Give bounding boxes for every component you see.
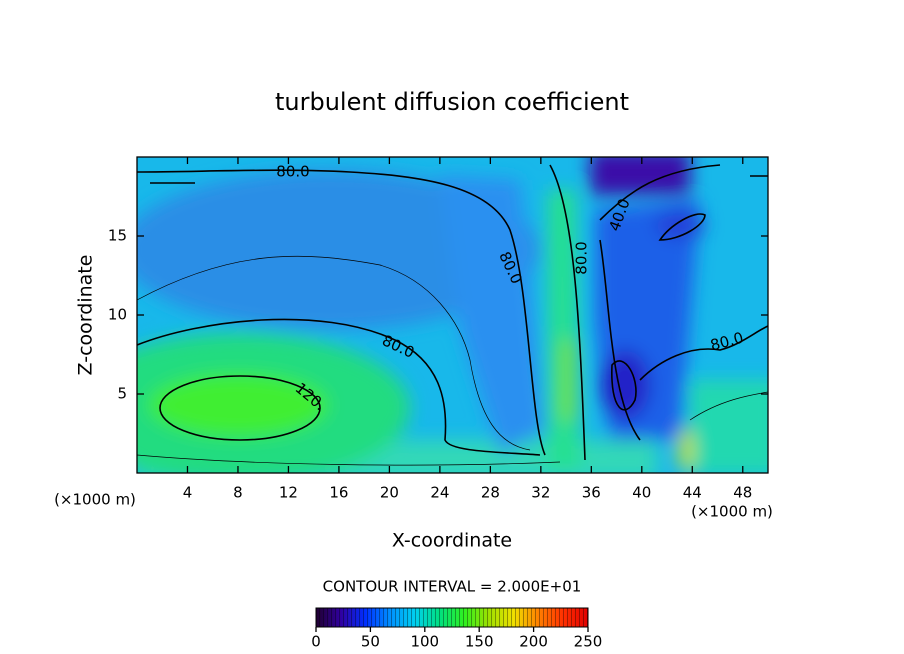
x-tick-label: 40: [632, 484, 651, 502]
colorbar-tick-label: 50: [361, 633, 380, 651]
x-tick-label: 36: [582, 484, 601, 502]
x-tick-label: 48: [733, 484, 752, 502]
y-tick-label: 5: [117, 385, 127, 403]
x-tick-label: 8: [233, 484, 243, 502]
x-tick-label: 32: [531, 484, 550, 502]
x-tick-label: 4: [183, 484, 193, 502]
colorbar-tick-label: 0: [311, 633, 321, 651]
contour-label: 80.0: [573, 241, 591, 274]
x-tick-label: 44: [683, 484, 702, 502]
x-unit-label: (×1000 m): [54, 491, 136, 509]
colorbar-tick-label: 250: [574, 633, 603, 651]
colorbar-stripes: [316, 608, 588, 627]
colorbar-tick-label: 150: [465, 633, 494, 651]
chart-title: turbulent diffusion coefficient: [275, 88, 629, 116]
contour-label: 80.0: [276, 163, 309, 181]
y-tick-label: 15: [108, 227, 127, 245]
x-tick-label: 24: [430, 484, 449, 502]
x-axis-label: X-coordinate: [392, 530, 512, 552]
contour-field: [137, 157, 768, 473]
x-tick-label: 16: [329, 484, 348, 502]
y-axis-label: Z-coordinate: [75, 255, 97, 376]
colorbar-tick-label: 100: [410, 633, 439, 651]
x-tick-label: 20: [380, 484, 399, 502]
contour-interval-label: CONTOUR INTERVAL = 2.000E+01: [323, 578, 582, 596]
colorbar-tick-label: 200: [519, 633, 548, 651]
x-tick-label: 28: [481, 484, 500, 502]
x-tick-label: 12: [279, 484, 298, 502]
y-tick-label: 10: [108, 306, 127, 324]
x-unit-label: (×1000 m): [691, 503, 773, 521]
